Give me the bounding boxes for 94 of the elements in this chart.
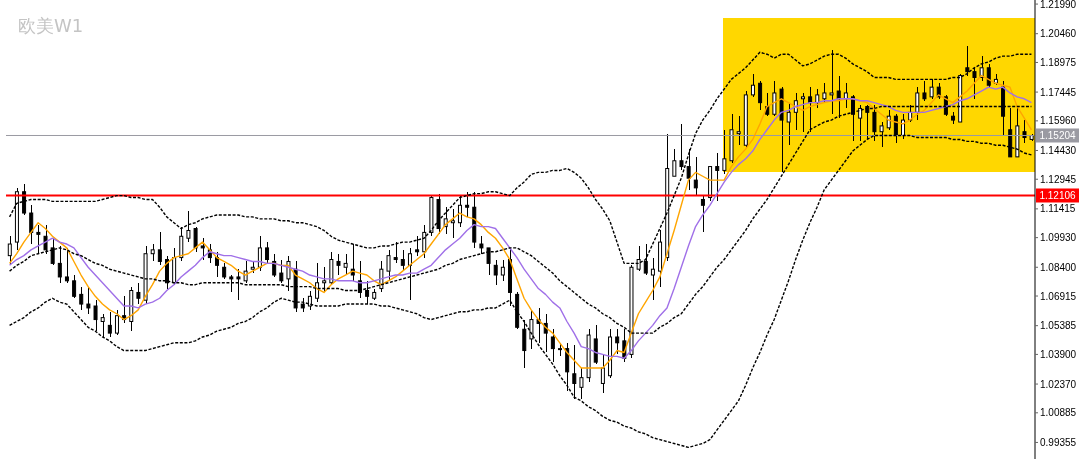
candlestick (322, 266, 327, 294)
candlestick (715, 152, 720, 203)
candlestick (722, 129, 727, 175)
candlestick (365, 280, 370, 305)
candlestick (822, 82, 827, 104)
candlestick (486, 247, 491, 276)
candlestick (750, 72, 755, 98)
candlestick (686, 148, 691, 191)
candlestick (107, 311, 112, 338)
candlestick (22, 183, 27, 216)
candlestick (286, 254, 291, 292)
candlestick (843, 82, 848, 110)
candlestick (36, 223, 41, 255)
candlestick (315, 262, 320, 303)
candlestick (500, 258, 505, 282)
candlestick (407, 247, 412, 301)
candlestick (529, 309, 534, 350)
candlestick (415, 235, 420, 257)
y-tick-label: 1.03900 (1040, 348, 1077, 360)
candlestick (679, 123, 684, 172)
y-tick-label: 1.12945 (1040, 173, 1077, 185)
candlestick (672, 148, 677, 177)
candlestick (200, 237, 205, 261)
candlestick (650, 256, 655, 301)
y-tick-label: 1.00885 (1040, 407, 1077, 419)
candlestick (736, 115, 741, 146)
candlestick (43, 223, 48, 255)
candlestick (536, 307, 541, 344)
ref-line-label: 1.15204 (1039, 130, 1077, 142)
candlestick (786, 101, 791, 146)
y-tick-label: 1.14430 (1040, 145, 1077, 157)
candlestick (450, 208, 455, 239)
y-tick-label: 1.18975 (1040, 57, 1077, 69)
candlestick (986, 63, 991, 88)
ref-line-label: 1.12106 (1039, 190, 1077, 202)
y-tick-label: 1.21990 (1040, 0, 1077, 10)
candlestick (572, 344, 577, 400)
candlestick (57, 245, 62, 284)
candlestick (215, 251, 220, 278)
candlestick (257, 235, 262, 272)
candlestick (493, 258, 498, 286)
candlestick (307, 289, 312, 311)
candlestick (693, 156, 698, 197)
candlestick (550, 328, 555, 363)
candlestick (1022, 119, 1027, 145)
candlestick (72, 274, 77, 299)
text: 欧美W1 (18, 14, 84, 38)
candlestick (379, 260, 384, 294)
candlestick (236, 268, 241, 301)
candlestick (922, 80, 927, 102)
candlestick (86, 285, 91, 315)
candlestick (772, 80, 777, 117)
y-tick-label: 1.02370 (1040, 378, 1077, 390)
y-tick-label: 1.06915 (1040, 290, 1077, 302)
candlestick (186, 210, 191, 243)
candlestick (272, 253, 277, 278)
candlestick (600, 353, 605, 394)
candlestick (279, 258, 284, 284)
y-tick-label: 1.20460 (1040, 28, 1077, 40)
candlestick (343, 253, 348, 276)
candlestick (136, 282, 141, 305)
y-tick-label: 1.08400 (1040, 261, 1077, 273)
candlestick (815, 88, 820, 110)
candlestick (193, 225, 198, 253)
y-tick-label: 1.11415 (1040, 203, 1076, 215)
candlestick (800, 92, 805, 133)
candlestick (929, 78, 934, 100)
y-tick-label: 1.15960 (1040, 115, 1077, 127)
y-tick-label: 0.99355 (1040, 436, 1077, 448)
y-tick-label: 1.05385 (1040, 320, 1077, 332)
candlestick (50, 237, 55, 267)
candlestick (565, 342, 570, 392)
candlestick (579, 367, 584, 400)
candlestick (157, 231, 162, 267)
candlestick (336, 253, 341, 276)
candlestick (972, 67, 977, 100)
candlestick (386, 249, 391, 282)
y-tick-label: 1.17445 (1040, 86, 1077, 98)
candlestick (422, 223, 427, 259)
candlestick (29, 204, 34, 245)
candlestick (114, 309, 119, 336)
candlestick (7, 235, 12, 267)
candlestick (79, 285, 84, 311)
candlestick (522, 318, 527, 369)
candlestick (758, 80, 763, 112)
candlestick (357, 260, 362, 299)
candlestick (593, 324, 598, 365)
candlestick (93, 299, 98, 332)
candlestick (100, 313, 105, 338)
candlestick (265, 241, 270, 265)
candlestick (700, 194, 705, 234)
candlestick (465, 191, 470, 218)
y-tick-label: 1.09930 (1040, 232, 1077, 244)
candlestick (615, 328, 620, 356)
